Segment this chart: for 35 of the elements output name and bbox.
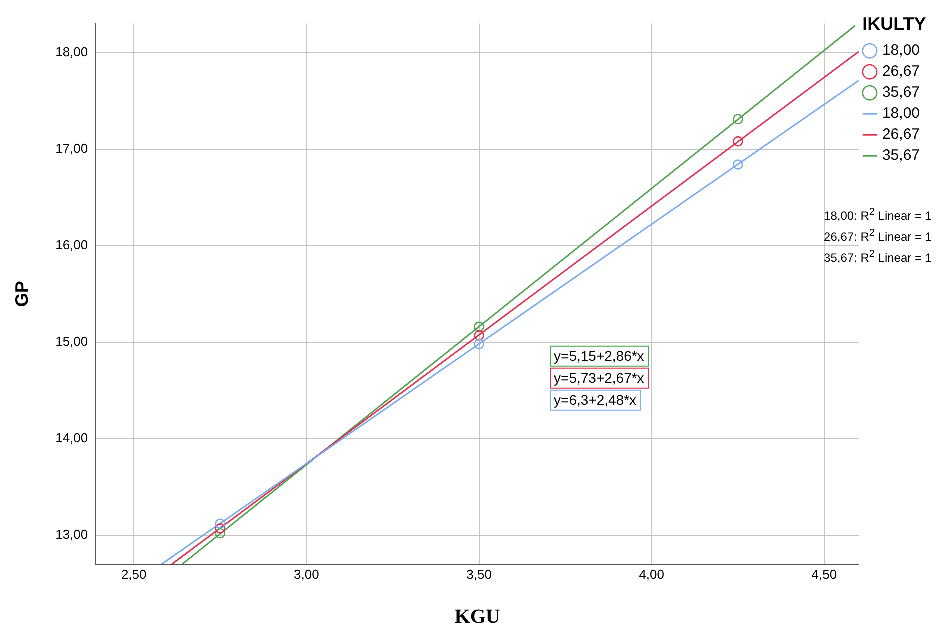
x-tick-label: 3,00 xyxy=(294,566,320,582)
y-tick-label: 13,00 xyxy=(56,527,88,542)
annotation: 18,00: R$^{2}$ Linear = 1 xyxy=(824,206,932,225)
legend-label: 18,00 xyxy=(882,42,920,60)
annotation: y=5,73+2,67*x xyxy=(554,370,644,386)
y-tick-label: 18,00 xyxy=(56,44,88,60)
point xyxy=(733,114,744,125)
legend-label: 26,67 xyxy=(882,126,920,144)
point xyxy=(733,160,744,170)
y-tick-label: 17,00 xyxy=(56,140,88,156)
y-axis-title: GP xyxy=(12,281,32,308)
point xyxy=(215,518,226,530)
legend-label: 26,67 xyxy=(882,63,920,80)
annotation: 26,67: R$^{2}$ Linear = 1 xyxy=(824,227,932,246)
x-tick-label: 4,00 xyxy=(639,566,665,582)
annotation: y=5,15+2,86*x xyxy=(554,348,644,364)
point xyxy=(474,339,484,350)
point xyxy=(474,322,484,332)
x-tick-label: 2,50 xyxy=(121,566,147,582)
point xyxy=(215,528,226,539)
point xyxy=(474,330,484,341)
legend-title: IKULTY xyxy=(862,14,926,34)
x-tick-label: 3,50 xyxy=(466,566,492,582)
y-tick-label: 14,00 xyxy=(56,430,88,446)
y-tick-label: 15,00 xyxy=(56,334,88,349)
y-tick-label: 16,00 xyxy=(56,237,88,252)
legend-label: 35,67 xyxy=(882,147,920,164)
point xyxy=(215,524,226,534)
point xyxy=(733,136,744,147)
legend-label: 18,00 xyxy=(882,105,920,122)
x-tick-label: 4,50 xyxy=(812,566,838,582)
legend-label: 35,67 xyxy=(882,84,920,102)
annotation: 35,67: R$^{2}$ Linear = 1 xyxy=(824,248,932,267)
x-axis-title: KGU xyxy=(454,606,500,628)
annotation: y=6,3+2,48*x xyxy=(554,392,637,408)
